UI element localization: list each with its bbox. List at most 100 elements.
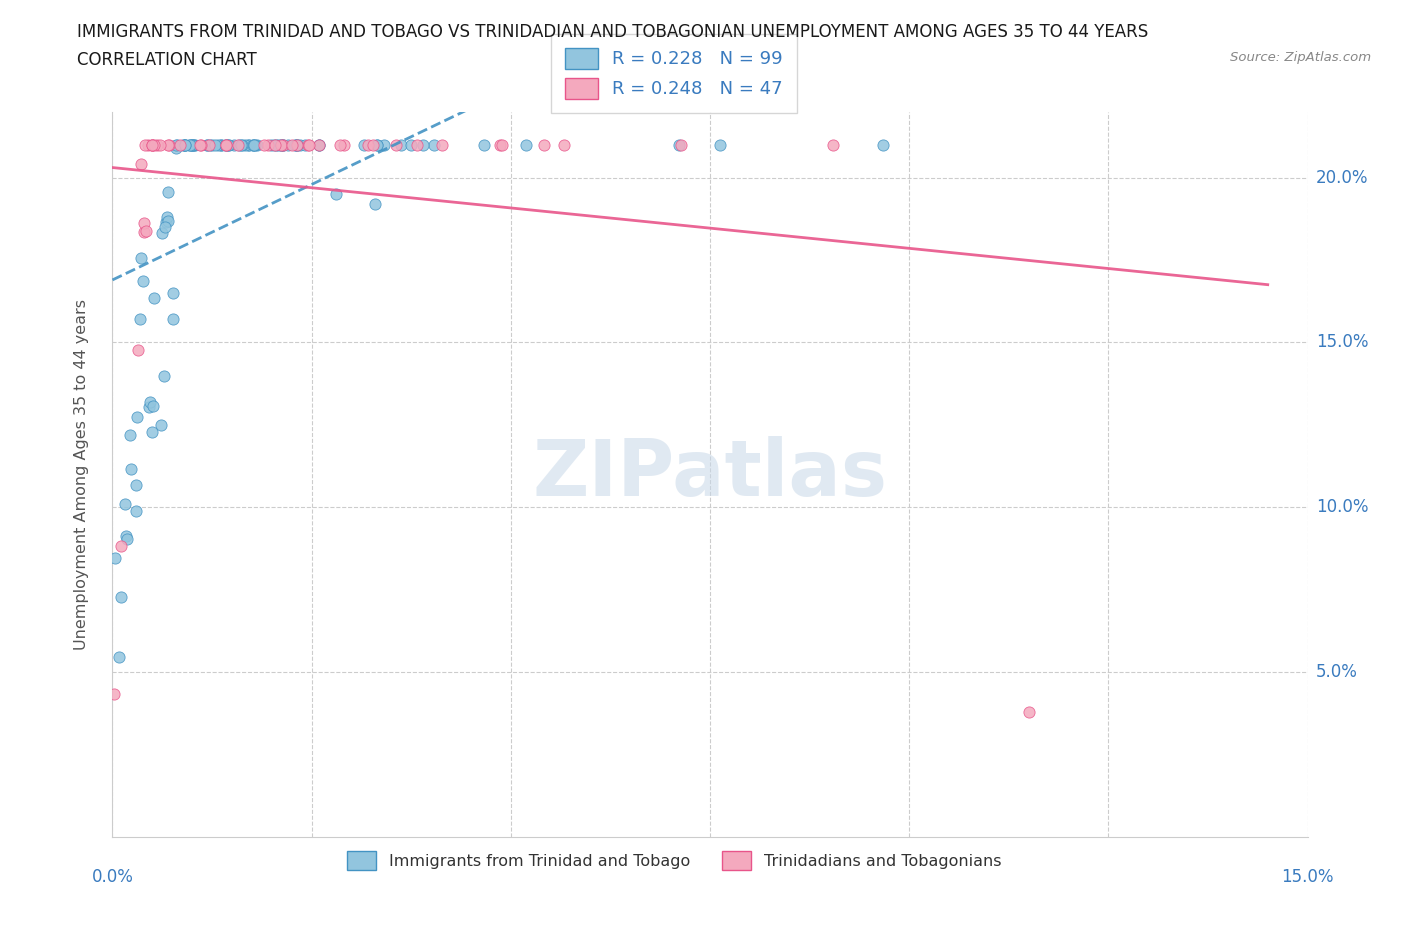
- Point: [823, 137, 845, 152]
- Point: [174, 137, 197, 152]
- Point: [138, 394, 160, 409]
- Text: Source: ZipAtlas.com: Source: ZipAtlas.com: [1230, 51, 1371, 64]
- Point: [195, 137, 218, 152]
- Point: [141, 137, 163, 152]
- Point: [406, 137, 429, 152]
- Point: [231, 137, 253, 152]
- Point: [125, 503, 148, 518]
- Point: [243, 137, 266, 152]
- Point: [153, 368, 176, 383]
- Point: [104, 551, 127, 565]
- Point: [157, 185, 180, 200]
- Point: [198, 137, 221, 152]
- Point: [179, 137, 201, 152]
- Point: [217, 137, 239, 152]
- Point: [228, 137, 250, 152]
- Point: [179, 137, 201, 152]
- Point: [872, 137, 894, 152]
- Point: [183, 137, 205, 152]
- Point: [214, 137, 236, 152]
- Point: [329, 137, 352, 152]
- Point: [129, 312, 152, 326]
- Point: [141, 137, 163, 152]
- Point: [190, 137, 212, 152]
- Point: [412, 137, 434, 152]
- Point: [472, 137, 495, 152]
- Point: [135, 224, 157, 239]
- Point: [115, 528, 138, 543]
- Point: [253, 137, 276, 152]
- Point: [242, 137, 264, 152]
- Point: [389, 137, 412, 152]
- Point: [245, 137, 267, 152]
- Point: [150, 226, 173, 241]
- Point: [174, 137, 197, 152]
- Point: [357, 137, 380, 152]
- Point: [285, 137, 308, 152]
- Point: [373, 137, 395, 152]
- Point: [120, 461, 142, 476]
- Point: [515, 137, 537, 152]
- Point: [166, 137, 188, 152]
- Point: [308, 137, 330, 152]
- Point: [209, 137, 232, 152]
- Point: [231, 137, 253, 152]
- Text: 20.0%: 20.0%: [1316, 168, 1368, 187]
- Point: [180, 137, 202, 152]
- Point: [257, 137, 280, 152]
- Point: [110, 538, 132, 553]
- Text: 0.0%: 0.0%: [91, 868, 134, 885]
- Point: [195, 137, 218, 152]
- Point: [422, 137, 444, 152]
- Point: [184, 137, 207, 152]
- Point: [709, 137, 731, 152]
- Point: [149, 137, 172, 152]
- Point: [209, 137, 232, 152]
- Point: [215, 137, 238, 152]
- Point: [430, 137, 453, 152]
- Point: [533, 137, 555, 152]
- Point: [366, 137, 388, 152]
- Point: [132, 225, 155, 240]
- Point: [325, 187, 347, 202]
- Point: [266, 137, 288, 152]
- Point: [285, 137, 308, 152]
- Point: [285, 137, 308, 152]
- Point: [273, 137, 295, 152]
- Point: [169, 137, 191, 152]
- Point: [353, 137, 375, 152]
- Point: [156, 214, 179, 229]
- Point: [156, 137, 179, 152]
- Point: [1018, 704, 1040, 719]
- Point: [281, 137, 304, 152]
- Point: [366, 137, 388, 152]
- Point: [308, 137, 330, 152]
- Point: [201, 137, 224, 152]
- Point: [110, 590, 132, 604]
- Point: [115, 532, 138, 547]
- Point: [399, 137, 422, 152]
- Point: [198, 137, 221, 152]
- Point: [271, 137, 294, 152]
- Point: [181, 137, 204, 152]
- Point: [114, 496, 136, 511]
- Point: [284, 137, 307, 152]
- Point: [669, 137, 692, 152]
- Text: CORRELATION CHART: CORRELATION CHART: [77, 51, 257, 69]
- Point: [146, 137, 169, 152]
- Point: [233, 137, 256, 152]
- Point: [271, 137, 294, 152]
- Point: [207, 137, 229, 152]
- Point: [297, 137, 319, 152]
- Point: [217, 137, 239, 152]
- Point: [204, 137, 226, 152]
- Point: [224, 137, 246, 152]
- Y-axis label: Unemployment Among Ages 35 to 44 years: Unemployment Among Ages 35 to 44 years: [75, 299, 89, 650]
- Point: [125, 477, 148, 492]
- Point: [108, 649, 131, 664]
- Text: 5.0%: 5.0%: [1316, 663, 1358, 681]
- Point: [132, 216, 155, 231]
- Point: [172, 137, 194, 152]
- Point: [260, 137, 283, 152]
- Point: [173, 137, 195, 152]
